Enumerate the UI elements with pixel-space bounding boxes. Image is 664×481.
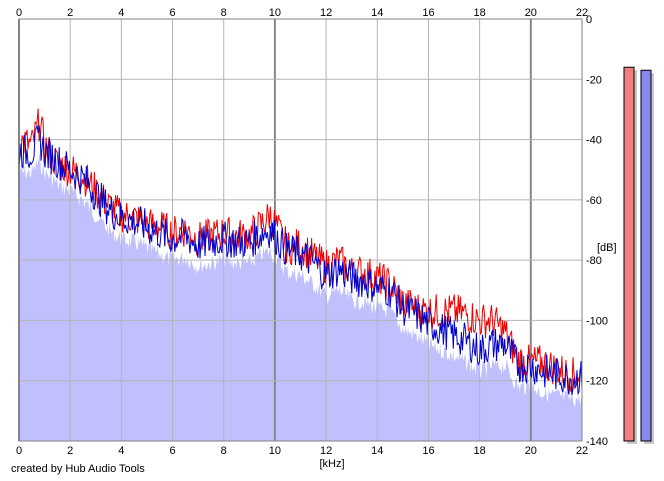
x-tick-label-top: 18 <box>474 7 486 19</box>
x-tick-label-bottom: 8 <box>221 445 227 457</box>
x-axis-label: [kHz] <box>319 458 344 470</box>
y-tick-label: -120 <box>586 376 608 388</box>
level-meter-right <box>640 69 652 442</box>
y-tick-label: -140 <box>586 436 608 448</box>
x-tick-label-bottom: 2 <box>67 445 73 457</box>
x-tick-label-top: 22 <box>576 7 588 19</box>
x-tick-label-bottom: 12 <box>320 445 332 457</box>
x-tick-label-top: 16 <box>422 7 434 19</box>
x-tick-label-top: 10 <box>269 7 281 19</box>
x-tick-label-top: 12 <box>320 7 332 19</box>
y-tick-label: -20 <box>586 74 602 86</box>
x-tick-label-bottom: 0 <box>16 445 22 457</box>
x-tick-label-top: 14 <box>371 7 383 19</box>
x-tick-label-bottom: 22 <box>576 445 588 457</box>
y-tick-label: -100 <box>586 315 608 327</box>
y-tick-label: -40 <box>586 135 602 147</box>
x-tick-label-bottom: 14 <box>371 445 383 457</box>
x-tick-label-bottom: 10 <box>269 445 281 457</box>
plot-border <box>18 18 583 442</box>
credit-text: created by Hub Audio Tools <box>11 463 145 475</box>
x-tick-label-bottom: 6 <box>169 445 175 457</box>
y-tick-labels: 0 -20 -40 -60 -80 -100 -120 -140 <box>586 14 608 448</box>
y-tick-label: -80 <box>586 255 602 267</box>
x-tick-label-bottom: 16 <box>422 445 434 457</box>
x-tick-label-top: 6 <box>169 7 175 19</box>
x-tick-labels-bottom: 0 2 4 6 8 10 12 14 16 18 20 22 <box>16 445 588 457</box>
y-tick-label: -60 <box>586 195 602 207</box>
plot-area <box>18 18 583 442</box>
x-tick-label-top: 20 <box>525 7 537 19</box>
x-tick-label-top: 4 <box>118 7 124 19</box>
x-tick-label-bottom: 4 <box>118 445 124 457</box>
y-axis-label: [dB] <box>597 242 617 254</box>
x-tick-label-top: 2 <box>67 7 73 19</box>
spectrum-fill <box>19 154 582 441</box>
x-tick-label-top: 8 <box>221 7 227 19</box>
x-tick-label-top: 0 <box>16 7 22 19</box>
x-tick-label-bottom: 20 <box>525 445 537 457</box>
level-meter-left <box>623 66 635 442</box>
level-meters <box>623 66 654 444</box>
y-tick-label: 0 <box>586 14 592 26</box>
x-tick-label-bottom: 18 <box>474 445 486 457</box>
x-tick-labels-top: 0 2 4 6 8 10 12 14 16 18 20 22 <box>16 7 588 19</box>
series-right-trace <box>18 123 583 396</box>
